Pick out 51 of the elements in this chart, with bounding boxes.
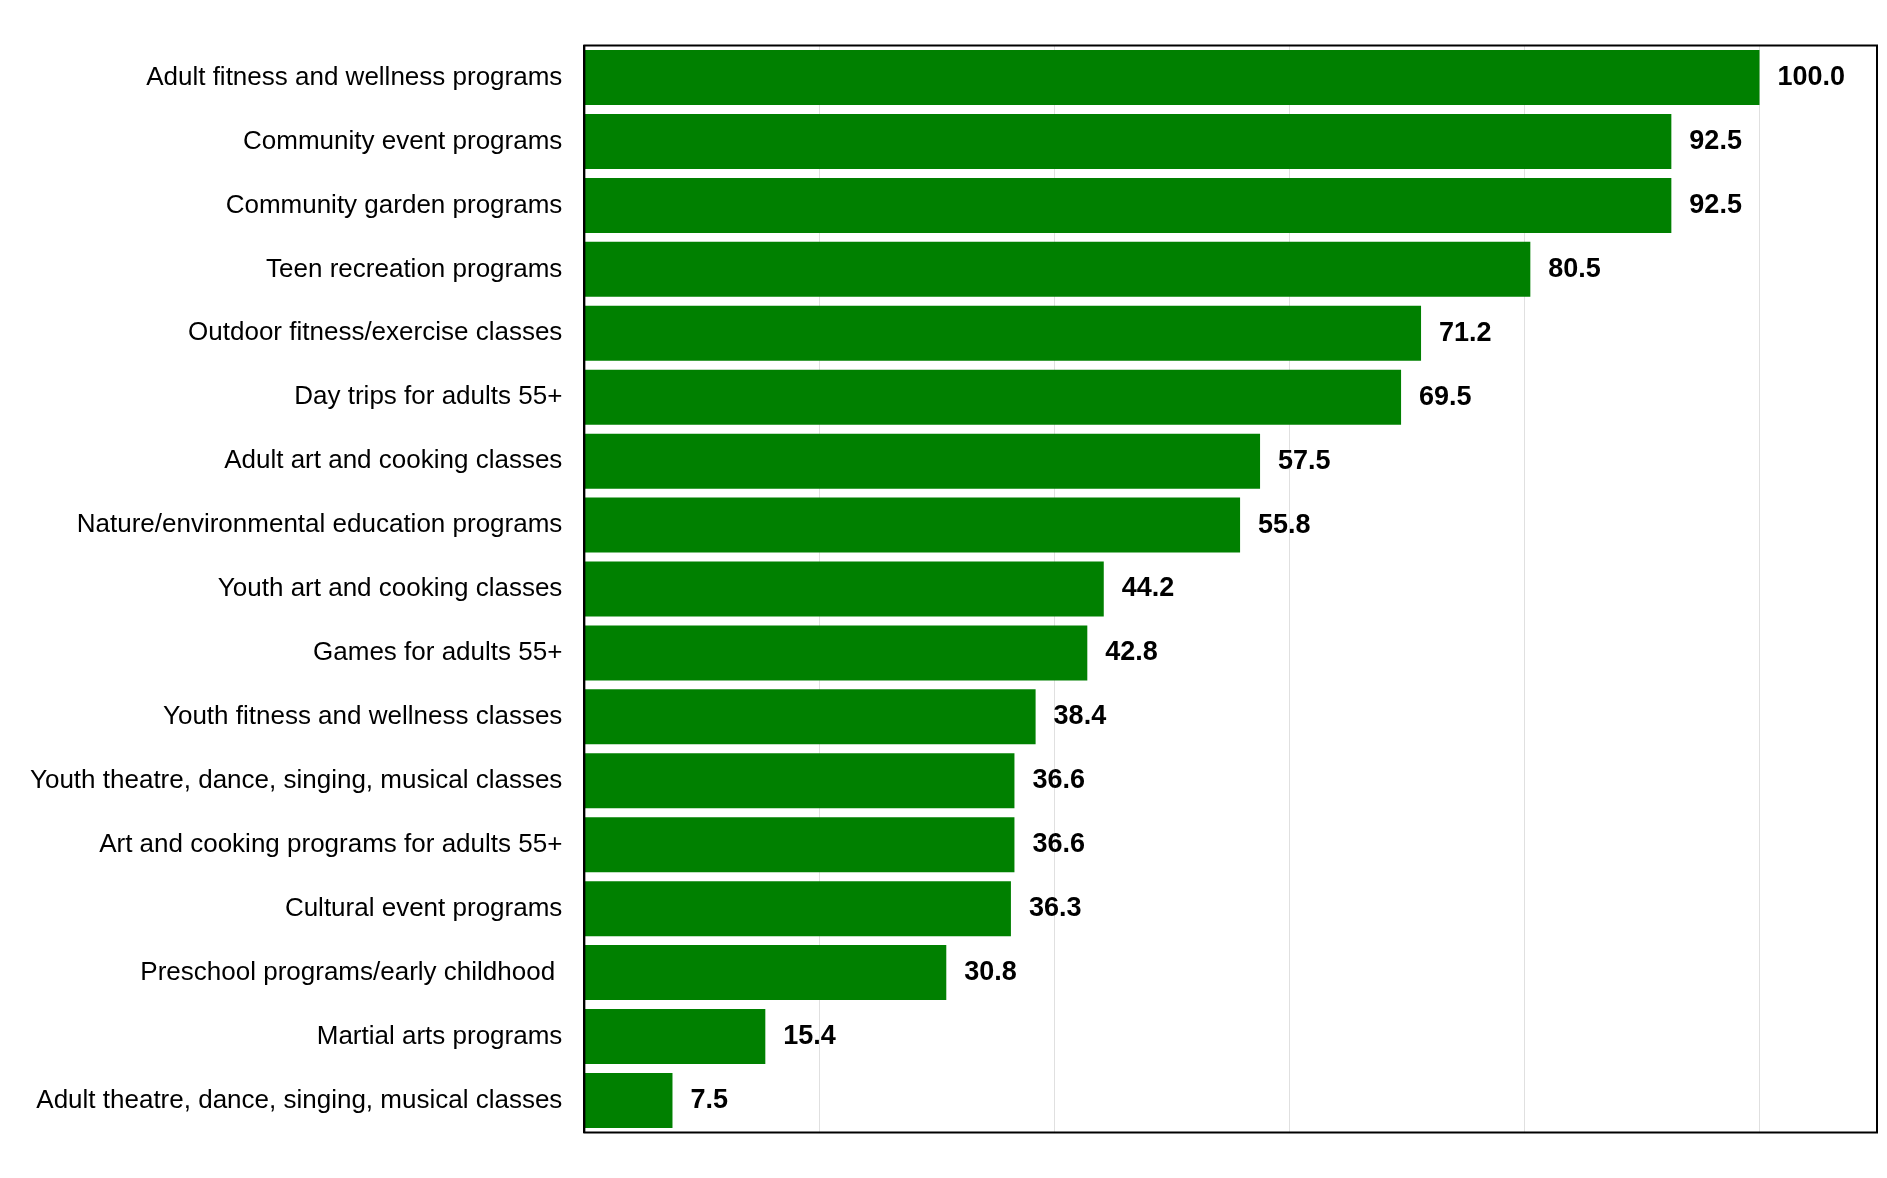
bar — [584, 689, 1036, 745]
y-tick-label: Teen recreation programs — [266, 252, 563, 283]
data-label: 36.6 — [1032, 764, 1086, 795]
data-label: 36.6 — [1032, 828, 1086, 859]
bar — [584, 881, 1011, 937]
data-label: 44.2 — [1121, 572, 1175, 603]
bar — [584, 1009, 766, 1064]
y-tick-label: Community garden programs — [225, 188, 563, 219]
bar — [584, 817, 1015, 873]
y-tick-label: Adult theatre, dance, singing, musical classes — [36, 1083, 563, 1114]
bar — [584, 945, 947, 1001]
y-tick-label: Games for adults 55+ — [313, 636, 563, 667]
y-tick-label: Martial arts programs — [316, 1019, 563, 1050]
bar — [584, 114, 1672, 169]
bar — [584, 241, 1531, 297]
data-label: 92.5 — [1689, 124, 1742, 155]
bar — [584, 561, 1104, 617]
bar — [584, 433, 1261, 489]
data-label: 36.3 — [1028, 892, 1082, 923]
y-tick-label: Art and cooking programs for adults 55+ — [99, 827, 563, 858]
data-label: 55.8 — [1258, 508, 1311, 539]
y-tick-label: Adult art and cooking classes — [224, 444, 563, 475]
y-tick-label: Youth theatre, dance, singing, musical classes — [29, 763, 563, 794]
data-label: 80.5 — [1548, 252, 1601, 283]
data-label: 15.4 — [783, 1019, 836, 1050]
data-label: 38.4 — [1053, 700, 1107, 731]
bar — [584, 753, 1015, 809]
y-tick-label: Day trips for adults 55+ — [294, 380, 563, 411]
y-tick-label: Outdoor fitness/exercise classes — [188, 316, 563, 347]
y-tick-label: Community event programs — [243, 124, 563, 155]
data-label: 30.8 — [964, 956, 1017, 987]
y-tick-label: Nature/environmental education programs — [76, 508, 563, 539]
y-tick-label: Cultural event programs — [284, 891, 563, 922]
bar — [584, 50, 1760, 106]
bar — [584, 177, 1672, 233]
data-label: 100.0 — [1777, 61, 1846, 92]
data-label: 69.5 — [1419, 380, 1472, 411]
y-tick-label: Youth fitness and wellness classes — [162, 700, 563, 731]
bar — [584, 1072, 673, 1128]
y-tick-label: Adult fitness and wellness programs — [146, 60, 563, 91]
y-tick-label: Youth art and cooking classes — [217, 572, 563, 603]
data-label: 71.2 — [1439, 316, 1492, 347]
y-tick-label: Preschool programs/early childhood — [140, 955, 563, 986]
data-label: 7.5 — [690, 1083, 729, 1114]
data-label: 42.8 — [1105, 636, 1158, 667]
bar — [584, 369, 1402, 425]
bar — [584, 625, 1088, 681]
bar — [584, 305, 1422, 361]
bar — [584, 497, 1241, 553]
data-label: 92.5 — [1689, 188, 1742, 219]
data-label: 57.5 — [1278, 444, 1331, 475]
